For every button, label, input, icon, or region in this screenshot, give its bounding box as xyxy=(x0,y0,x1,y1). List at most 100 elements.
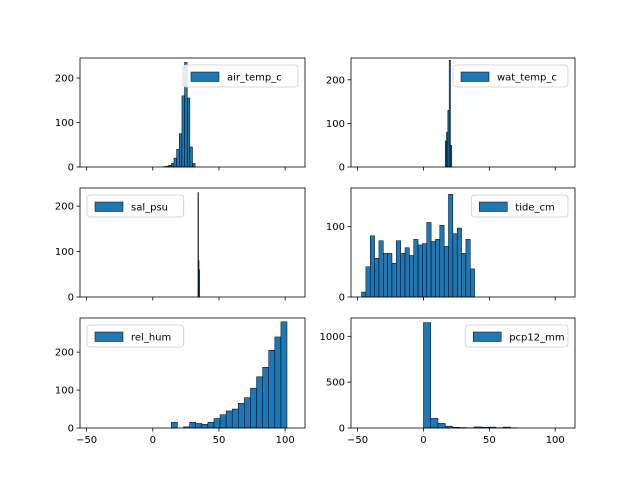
histogram-bar xyxy=(244,397,251,429)
y-tick-label: 100 xyxy=(55,118,74,129)
y-tick-label: 100 xyxy=(55,386,74,397)
histogram-bar xyxy=(400,253,406,298)
legend-label: air_temp_c xyxy=(227,73,282,84)
histogram-bar xyxy=(469,268,475,298)
legend: sal_psu xyxy=(86,194,185,218)
legend-swatch xyxy=(472,331,502,342)
histogram-bar xyxy=(256,376,263,429)
histogram-bar xyxy=(450,144,453,168)
histogram-bar xyxy=(426,222,432,298)
histogram-bar xyxy=(207,422,215,429)
legend-label: pcp12_mm xyxy=(509,333,564,344)
legend-label: rel_hum xyxy=(131,333,171,344)
histogram-bar xyxy=(422,243,428,298)
histogram-bar xyxy=(409,255,414,298)
y-tick-label: 0 xyxy=(68,293,74,304)
y-tick-label: 200 xyxy=(55,74,74,85)
axes-frame xyxy=(79,317,306,429)
x-tick-label: −50 xyxy=(76,435,97,446)
histogram-bar xyxy=(171,163,175,168)
histogram-bar xyxy=(437,423,446,429)
histogram-bar xyxy=(201,423,209,429)
y-tick-label: 1000 xyxy=(320,332,345,343)
histogram-bar xyxy=(181,95,185,168)
histogram-bar xyxy=(225,410,233,429)
legend-label: tide_cm xyxy=(515,203,554,214)
histogram-bar xyxy=(238,403,245,429)
y-tick-label: 100 xyxy=(326,222,345,233)
legend: pcp12_mm xyxy=(464,324,569,348)
histogram-bar xyxy=(268,349,276,429)
axes-frame xyxy=(79,57,306,168)
histogram-bar xyxy=(452,233,458,298)
histogram-bar xyxy=(189,146,193,168)
legend: rel_hum xyxy=(86,324,185,348)
subplot-air_temp_c: 0 100 200 air_temp_c xyxy=(55,57,306,174)
histogram-bar xyxy=(195,423,203,429)
histogram-bar xyxy=(378,240,384,298)
histogram-bar xyxy=(219,414,227,429)
legend-label: sal_psu xyxy=(131,203,168,214)
y-tick-label: 200 xyxy=(55,348,74,359)
histogram-bar xyxy=(417,244,423,298)
histogram-bar xyxy=(173,157,177,168)
histogram-bar xyxy=(365,266,371,298)
subplot-tide_cm: 0 100 tide_cm xyxy=(326,187,576,304)
histogram-bar xyxy=(250,387,257,429)
histogram-bar xyxy=(430,418,439,429)
legend: wat_temp_c xyxy=(452,64,569,88)
histogram-bar xyxy=(439,225,445,298)
histogram-bar xyxy=(274,336,282,429)
histogram-bar xyxy=(396,240,401,298)
subplot-sal_psu: 0 100 200 sal_psu xyxy=(55,187,306,304)
histogram-bar xyxy=(369,235,375,298)
histogram-bar xyxy=(179,133,183,168)
histogram-bar xyxy=(448,194,454,298)
histogram-bar xyxy=(413,239,419,298)
histogram-bar xyxy=(280,321,288,429)
axes-frame xyxy=(79,187,306,298)
y-tick-label: 0 xyxy=(339,163,345,174)
histogram-bar xyxy=(391,262,397,298)
histogram-bar xyxy=(186,97,191,168)
y-tick-label: 100 xyxy=(55,247,74,258)
axes-frame xyxy=(350,187,576,298)
histogram-bar xyxy=(171,422,178,429)
histogram-bar xyxy=(262,367,269,429)
axes-frame xyxy=(350,317,576,429)
x-tick-label: 0 xyxy=(420,435,426,446)
histogram-bar xyxy=(383,253,388,298)
legend-swatch xyxy=(190,71,220,82)
y-tick-label: 0 xyxy=(339,424,345,435)
histogram-bar xyxy=(361,291,367,298)
histogram-bar xyxy=(192,163,196,168)
legend: tide_cm xyxy=(470,194,569,218)
x-tick-label: 50 xyxy=(483,435,496,446)
y-tick-label: 0 xyxy=(68,424,74,435)
histogram-bar xyxy=(456,227,462,298)
histogram-bar xyxy=(423,322,431,429)
legend: air_temp_c xyxy=(182,64,299,88)
histogram-bar xyxy=(430,241,436,298)
histogram-bar xyxy=(387,253,393,298)
x-tick-label: 100 xyxy=(276,435,295,446)
axes-frame xyxy=(350,57,576,168)
histogram-bar xyxy=(443,246,449,298)
y-tick-label: 200 xyxy=(55,202,74,213)
legend-swatch xyxy=(94,201,124,212)
y-tick-label: 500 xyxy=(326,378,345,389)
legend-label: wat_temp_c xyxy=(497,73,557,84)
x-tick-label: 50 xyxy=(213,435,226,446)
legend-swatch xyxy=(479,201,508,212)
histogram-bar xyxy=(176,148,180,168)
histogram-bar xyxy=(198,269,200,298)
histogram-bar xyxy=(435,239,441,298)
subplot-wat_temp_c: 0 100 200 wat_temp_c xyxy=(326,57,576,174)
x-tick-label: 0 xyxy=(150,435,156,446)
histogram-bar xyxy=(465,239,471,298)
histogram-bar xyxy=(231,408,239,429)
histogram-bar xyxy=(213,418,221,429)
